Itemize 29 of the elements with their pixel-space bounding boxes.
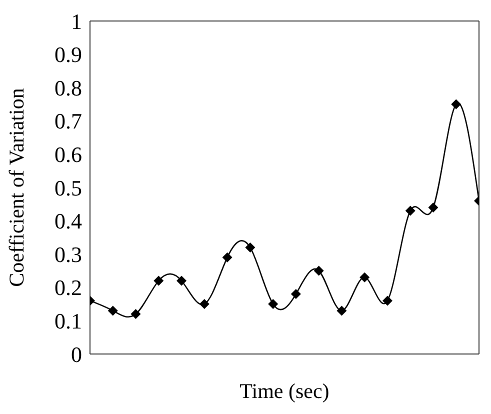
point <box>405 206 416 216</box>
point <box>199 299 210 310</box>
y-tick-label: 0.1 <box>54 308 82 334</box>
y-tick-label: 0 <box>71 342 82 367</box>
point <box>314 266 324 276</box>
y-tick-label: 0.7 <box>54 108 82 134</box>
y-tick-label: 0.9 <box>54 42 82 68</box>
y-tick-label: 0.3 <box>54 242 82 267</box>
point <box>154 276 164 286</box>
point <box>130 309 141 320</box>
y-axis-title: Coefficient of Variation <box>4 88 28 287</box>
point <box>428 202 438 212</box>
y-tick-label: 1 <box>71 8 82 34</box>
point <box>222 252 232 262</box>
y-tick-label: 0.8 <box>54 75 82 100</box>
point <box>336 306 347 316</box>
point <box>245 242 256 252</box>
y-tick-label: 0.6 <box>54 142 82 168</box>
y-tick-label: 0.2 <box>54 275 82 300</box>
point <box>290 289 301 300</box>
y-tick-label: 0.5 <box>54 175 82 200</box>
point <box>360 272 370 282</box>
x-axis-title: Time (sec) <box>240 379 330 403</box>
point <box>108 306 118 316</box>
point <box>176 276 187 286</box>
point <box>382 296 392 306</box>
point <box>451 99 462 110</box>
y-tick-label: 0.4 <box>54 208 82 234</box>
point <box>268 299 278 310</box>
